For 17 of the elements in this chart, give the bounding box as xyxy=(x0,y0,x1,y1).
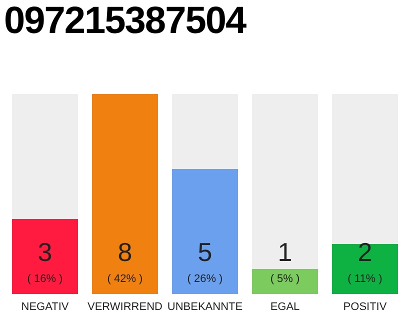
x-tick-label: NEGATIV xyxy=(21,300,70,313)
x-tick-label: VERWIRREND xyxy=(88,300,163,313)
annotation: ( 16% ) xyxy=(27,273,63,285)
chart-title: 097215387504 xyxy=(4,0,246,43)
annotation: ( 5% ) xyxy=(270,273,300,285)
x-tick-label: UNBEKANNTE xyxy=(167,300,243,313)
data-label: 8 xyxy=(118,237,132,267)
data-label: 1 xyxy=(278,237,292,267)
annotation: ( 42% ) xyxy=(107,273,143,285)
x-tick-label: EGAL xyxy=(270,300,300,313)
data-label: 5 xyxy=(198,237,212,267)
data-label: 2 xyxy=(358,237,372,267)
bar xyxy=(252,269,318,294)
annotation: ( 11% ) xyxy=(348,273,382,285)
x-tick-label: POSITIV xyxy=(343,300,388,313)
annotation: ( 26% ) xyxy=(187,273,223,285)
data-label: 3 xyxy=(38,237,52,267)
